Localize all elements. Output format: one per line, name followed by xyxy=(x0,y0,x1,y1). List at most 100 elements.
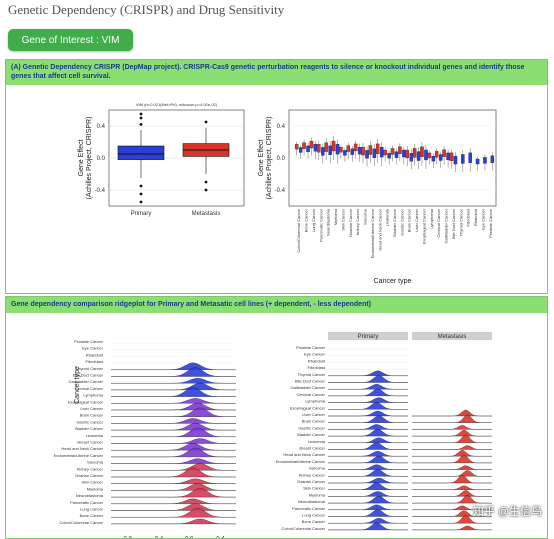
ridge-label: Pancreatic Cancer xyxy=(292,506,326,511)
ridge-curve xyxy=(111,488,236,498)
ridge-label: Eye Cancer xyxy=(82,346,104,351)
cancer-type-box xyxy=(453,155,458,165)
ridge-label: Rhabdoid xyxy=(308,358,325,363)
ridge-label: Eye Cancer xyxy=(304,352,326,357)
chart-title: VIM (rt=0.021(Met>Pri), wilcoxon p=4.92e… xyxy=(136,102,218,107)
ridge-curve xyxy=(111,443,236,451)
ridge-curve xyxy=(328,415,408,423)
cancer-type-box xyxy=(365,150,369,159)
ridge-curve xyxy=(328,384,408,390)
cancer-type-box xyxy=(313,144,318,152)
ridge-curve xyxy=(111,503,236,511)
y-axis-label: Gene Effect(Achilles Project, CRISPR) xyxy=(258,117,273,200)
crispr-panel-header: (A) Genetic Dependency CRISPR (DepMap pr… xyxy=(6,60,547,85)
cancer-type-box xyxy=(302,142,306,149)
watermark: 知乎 @生信鸟 xyxy=(472,506,542,518)
x-tick-label: Leukemia xyxy=(385,208,390,226)
cancer-type-box xyxy=(402,149,406,158)
cancer-type-box xyxy=(416,151,421,161)
outlier-point xyxy=(139,192,143,196)
ridge-curve xyxy=(111,498,236,504)
gene-of-interest-button[interactable]: Gene of Interest : VIM xyxy=(8,29,133,51)
x-tick-label: Endometrial/Uterine Cancer xyxy=(370,208,375,258)
ridge-label: Gallbladder Cancer xyxy=(69,379,104,384)
ridge-label: Head and Neck Cancer xyxy=(61,446,103,451)
ridge-curve xyxy=(328,469,408,477)
cancer-type-box xyxy=(442,149,446,157)
ridge-curve xyxy=(328,477,408,484)
ridge-label: Bone Cancer xyxy=(80,513,104,518)
ridge-curve xyxy=(111,422,236,431)
ridge-label: Neuroblastoma xyxy=(76,493,104,498)
ridge-label: Liver Cancer xyxy=(80,406,103,411)
x-tick-label: Cervical Cancer xyxy=(436,208,441,237)
x-tick-label: Sarcoma xyxy=(363,208,368,225)
ridge-curve xyxy=(328,375,408,383)
ridge-curve xyxy=(412,409,492,417)
ridge-curve xyxy=(328,428,408,437)
ridge-label: Neuroblastoma xyxy=(298,499,326,504)
cancer-type-box xyxy=(376,143,380,155)
cancer-type-box xyxy=(380,146,384,158)
ridge-curve xyxy=(412,454,492,464)
primary-metastasis-boxplot: VIM (rt=0.021(Met>Pri), wilcoxon p=4.92e… xyxy=(78,102,497,285)
ridge-label: Breast Cancer xyxy=(77,440,103,445)
cancer-type-box xyxy=(409,153,413,162)
facet-label: Metastasis xyxy=(438,334,467,340)
ridge-label: Endometrial/Uterine Cancer xyxy=(276,459,326,464)
ridge-label: Bone Cancer xyxy=(302,519,326,524)
ridge-label: Bladder Cancer xyxy=(75,426,103,431)
ridge-curve xyxy=(111,387,236,397)
ridge-curve xyxy=(412,429,492,437)
ridge-label: Myeloma xyxy=(309,492,326,497)
ridge-label: Pancreatic Cancer xyxy=(70,500,104,505)
x-tick-label: Brain Cancer xyxy=(407,208,412,232)
ridge-label: Lymphoma xyxy=(83,393,103,398)
ridge-curve xyxy=(328,451,408,457)
cancer-type-box xyxy=(361,146,365,156)
cancer-type-box xyxy=(357,146,362,155)
ridge-curve xyxy=(328,397,408,403)
ridge-label: Gallbladder Cancer xyxy=(291,385,326,390)
cancer-type-box xyxy=(398,146,402,154)
cancer-type-box xyxy=(461,154,465,164)
ridge-curve xyxy=(328,370,408,376)
ridge-curve xyxy=(412,515,492,524)
ridge-label: Skin Cancer xyxy=(81,480,103,485)
ridge-curve xyxy=(412,414,492,423)
ridge-label: Esophageal Cancer xyxy=(290,405,326,410)
x-tick-label: Bile Duct Cancer xyxy=(451,208,456,239)
ridge-label: Bladder Cancer xyxy=(297,432,325,437)
ridge-label: Sarcoma xyxy=(309,466,326,471)
ridge-label: Head and Neck Cancer xyxy=(283,452,325,457)
cancer-type-box xyxy=(387,153,391,159)
page-title: Genetic Dependency (CRISPR) and Drug Sen… xyxy=(8,2,285,17)
x-tick-label: Fibroblast xyxy=(466,208,471,226)
cancer-type-box xyxy=(350,148,355,155)
outlier-point xyxy=(139,112,143,116)
y-axis-label-line: (Achilles Project, CRISPR) xyxy=(266,117,273,200)
ridge-label: Brain Cancer xyxy=(80,413,104,418)
ridge-curve xyxy=(111,478,236,484)
x-tick-label: Lymphoma xyxy=(429,208,434,228)
ridgeplot-panel: Gene dependency comparison ridgeplot for… xyxy=(5,296,548,539)
x-tick-label: Rhabdoid xyxy=(473,209,478,226)
facet-strip xyxy=(412,332,492,340)
ridge-label: Cervical Cancer xyxy=(75,386,104,391)
ridge-curve xyxy=(328,482,408,490)
cancer-type-box xyxy=(427,152,432,159)
x-tick-label: Metastasis xyxy=(192,211,221,217)
y-axis-label-line: (Achilles Project, CRISPR) xyxy=(86,117,93,200)
cancer-type-box xyxy=(434,151,439,158)
x-tick-label: Gastric Cancer xyxy=(399,208,404,235)
cancer-type-box xyxy=(383,149,387,156)
cancer-type-box xyxy=(343,150,347,156)
cancer-type-box xyxy=(339,147,343,153)
ridge-label: Ovarian Cancer xyxy=(297,479,326,484)
y-axis-label: Cancer type xyxy=(74,366,81,404)
y-tick-label: 0.4 xyxy=(277,124,286,130)
x-tick-label: Liver Cancer xyxy=(414,208,419,231)
x-tick-label: Bone Cancer xyxy=(304,208,309,232)
ridge-curve xyxy=(412,525,492,531)
cancer-type-box xyxy=(449,152,454,162)
